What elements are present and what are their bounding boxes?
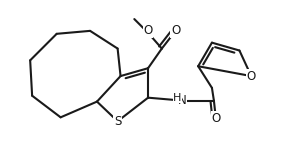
Text: O: O	[211, 112, 220, 125]
Text: O: O	[143, 24, 153, 37]
Text: H: H	[173, 93, 182, 103]
Text: O: O	[171, 24, 180, 37]
Text: S: S	[114, 115, 121, 128]
Text: O: O	[247, 69, 256, 83]
Text: N: N	[178, 94, 187, 107]
